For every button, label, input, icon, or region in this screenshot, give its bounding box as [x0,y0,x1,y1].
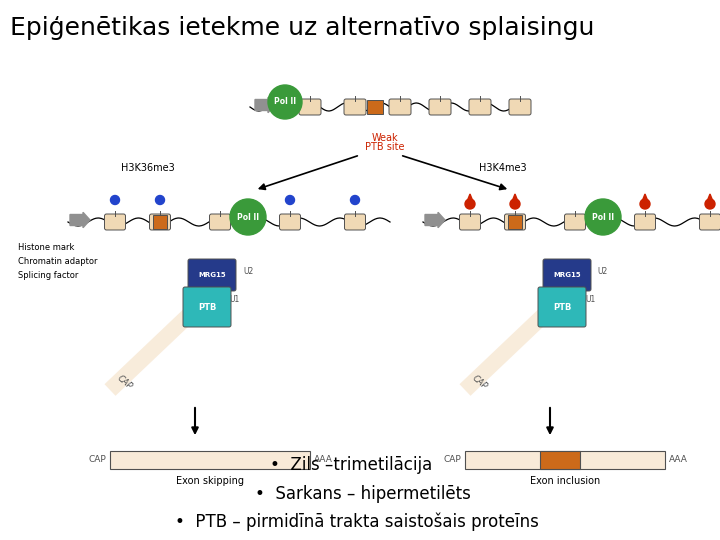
Text: Histone mark: Histone mark [18,244,74,253]
Text: PTB: PTB [198,302,216,312]
Text: PTB: PTB [553,302,571,312]
FancyBboxPatch shape [279,214,300,230]
Text: AAA: AAA [669,456,688,464]
Text: Exon inclusion: Exon inclusion [530,476,600,486]
Text: Exon skipping: Exon skipping [176,476,244,486]
Bar [465,451,665,469]
Text: AAA: AAA [314,456,333,464]
Text: CAP: CAP [116,373,134,391]
Text: U2: U2 [598,267,608,276]
Circle shape [286,195,294,205]
FancyBboxPatch shape [150,214,171,230]
FancyBboxPatch shape [543,259,591,291]
Bar [367,100,383,114]
Text: Pol II: Pol II [237,213,259,221]
FancyBboxPatch shape [183,287,231,327]
Circle shape [156,195,164,205]
Polygon shape [641,194,649,204]
Text: Pol II: Pol II [592,213,614,221]
Circle shape [510,199,520,209]
FancyBboxPatch shape [469,99,491,115]
FancyBboxPatch shape [104,214,125,230]
FancyBboxPatch shape [509,99,531,115]
FancyBboxPatch shape [429,99,451,115]
Text: Pol II: Pol II [274,98,296,106]
FancyBboxPatch shape [344,214,366,230]
Text: Splicing factor: Splicing factor [18,272,78,280]
Text: PTB site: PTB site [365,142,405,152]
Text: H3K36me3: H3K36me3 [121,163,175,173]
Text: CAP: CAP [471,373,490,391]
Polygon shape [511,194,519,204]
Text: MRG15: MRG15 [198,272,226,278]
Circle shape [268,85,302,119]
Text: •  PTB – pirmidīnā trakta saistošais proteīns: • PTB – pirmidīnā trakta saistošais prot… [175,513,539,531]
Circle shape [640,199,650,209]
Text: CAP: CAP [444,456,461,464]
Circle shape [351,195,359,205]
Text: U1: U1 [230,295,240,305]
FancyBboxPatch shape [538,287,586,327]
Polygon shape [466,194,474,204]
FancyBboxPatch shape [210,214,230,230]
Bar [508,215,522,229]
FancyArrow shape [255,97,275,113]
Circle shape [110,195,120,205]
Text: •  Zils –trimetilācija: • Zils –trimetilācija [270,456,432,474]
Circle shape [705,199,715,209]
Text: U1: U1 [585,295,595,305]
Text: Chromatin adaptor: Chromatin adaptor [18,258,97,267]
Polygon shape [706,194,714,204]
FancyBboxPatch shape [700,214,720,230]
FancyBboxPatch shape [299,99,321,115]
Bar [540,451,580,469]
Bar [110,451,310,469]
Text: •  Sarkans – hipermetilēts: • Sarkans – hipermetilēts [255,485,471,503]
Polygon shape [104,289,215,396]
Text: CAP: CAP [89,456,106,464]
FancyBboxPatch shape [389,99,411,115]
FancyBboxPatch shape [188,259,236,291]
FancyBboxPatch shape [564,214,585,230]
Circle shape [585,199,621,235]
FancyBboxPatch shape [344,99,366,115]
Bar [153,215,167,229]
FancyArrow shape [70,212,90,228]
Text: Epiģenētikas ietekme uz alternatīvo splaisingu: Epiģenētikas ietekme uz alternatīvo spla… [10,16,595,40]
FancyBboxPatch shape [634,214,655,230]
Polygon shape [459,289,570,396]
Text: Weak: Weak [372,133,398,143]
FancyBboxPatch shape [459,214,480,230]
Text: MRG15: MRG15 [553,272,581,278]
Circle shape [465,199,475,209]
Circle shape [230,199,266,235]
Text: H3K4me3: H3K4me3 [480,163,527,173]
Text: U2: U2 [243,267,253,276]
FancyArrow shape [425,212,445,228]
FancyBboxPatch shape [505,214,526,230]
